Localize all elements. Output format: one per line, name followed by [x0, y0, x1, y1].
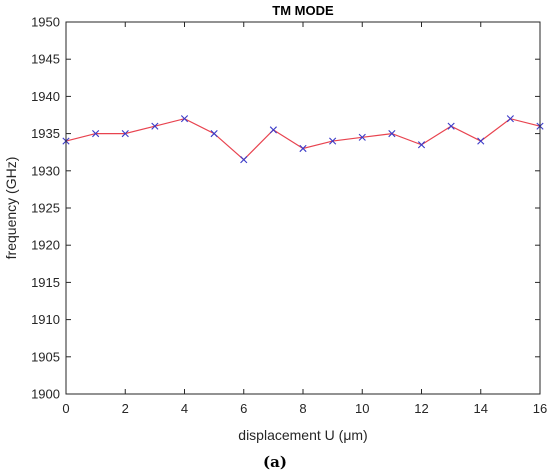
- x-tick-label: 14: [474, 401, 488, 416]
- data-point: [121, 130, 129, 138]
- data-point: [358, 133, 366, 141]
- y-tick-label: 1915: [31, 275, 60, 290]
- y-tick-label: 1900: [31, 387, 60, 402]
- y-axis-label: frequency (GHz): [3, 157, 19, 260]
- x-tick-label: 10: [355, 401, 369, 416]
- data-point: [477, 137, 485, 145]
- data-point: [151, 122, 159, 130]
- plot-frame: [65, 21, 541, 395]
- x-tick-label: 8: [299, 401, 306, 416]
- x-tick-label: 4: [181, 401, 188, 416]
- x-tick-label: 2: [122, 401, 129, 416]
- y-tick-label: 1925: [31, 201, 60, 216]
- data-point: [240, 156, 248, 164]
- data-point: [506, 115, 514, 123]
- y-tick-label: 1920: [31, 238, 60, 253]
- series-group: [62, 115, 544, 164]
- data-point: [388, 130, 396, 138]
- y-tick-label: 1905: [31, 349, 60, 364]
- y-tick-label: 1945: [31, 52, 60, 67]
- y-tick-label: 1940: [31, 89, 60, 104]
- x-tick-label: 12: [414, 401, 428, 416]
- plot-area: [66, 22, 540, 394]
- panel-caption: (a): [263, 453, 287, 471]
- data-point: [417, 141, 426, 149]
- x-axis-ticks: 0 2 4 6 8 10 12 14 16: [62, 22, 547, 416]
- data-point: [447, 122, 455, 130]
- x-tick-label: 0: [62, 401, 69, 416]
- y-tick-label: 1935: [31, 126, 60, 141]
- y-tick-label: 1930: [31, 163, 60, 178]
- x-axis-label: displacement U (μm): [238, 427, 367, 443]
- x-tick-label: 6: [240, 401, 247, 416]
- data-point: [92, 130, 100, 138]
- data-point: [180, 115, 189, 123]
- data-point: [269, 126, 277, 134]
- y-axis-ticks: 1900 1905 1910 1915 1920 1925 1930 1935 1940 1945…: [31, 15, 540, 402]
- y-tick-label: 1950: [31, 15, 60, 30]
- y-tick-label: 1910: [31, 312, 60, 327]
- data-point: [329, 137, 337, 145]
- data-point: [210, 130, 218, 138]
- data-point: [299, 144, 307, 153]
- x-tick-label: 16: [533, 401, 547, 416]
- chart-title: TM MODE: [272, 3, 334, 18]
